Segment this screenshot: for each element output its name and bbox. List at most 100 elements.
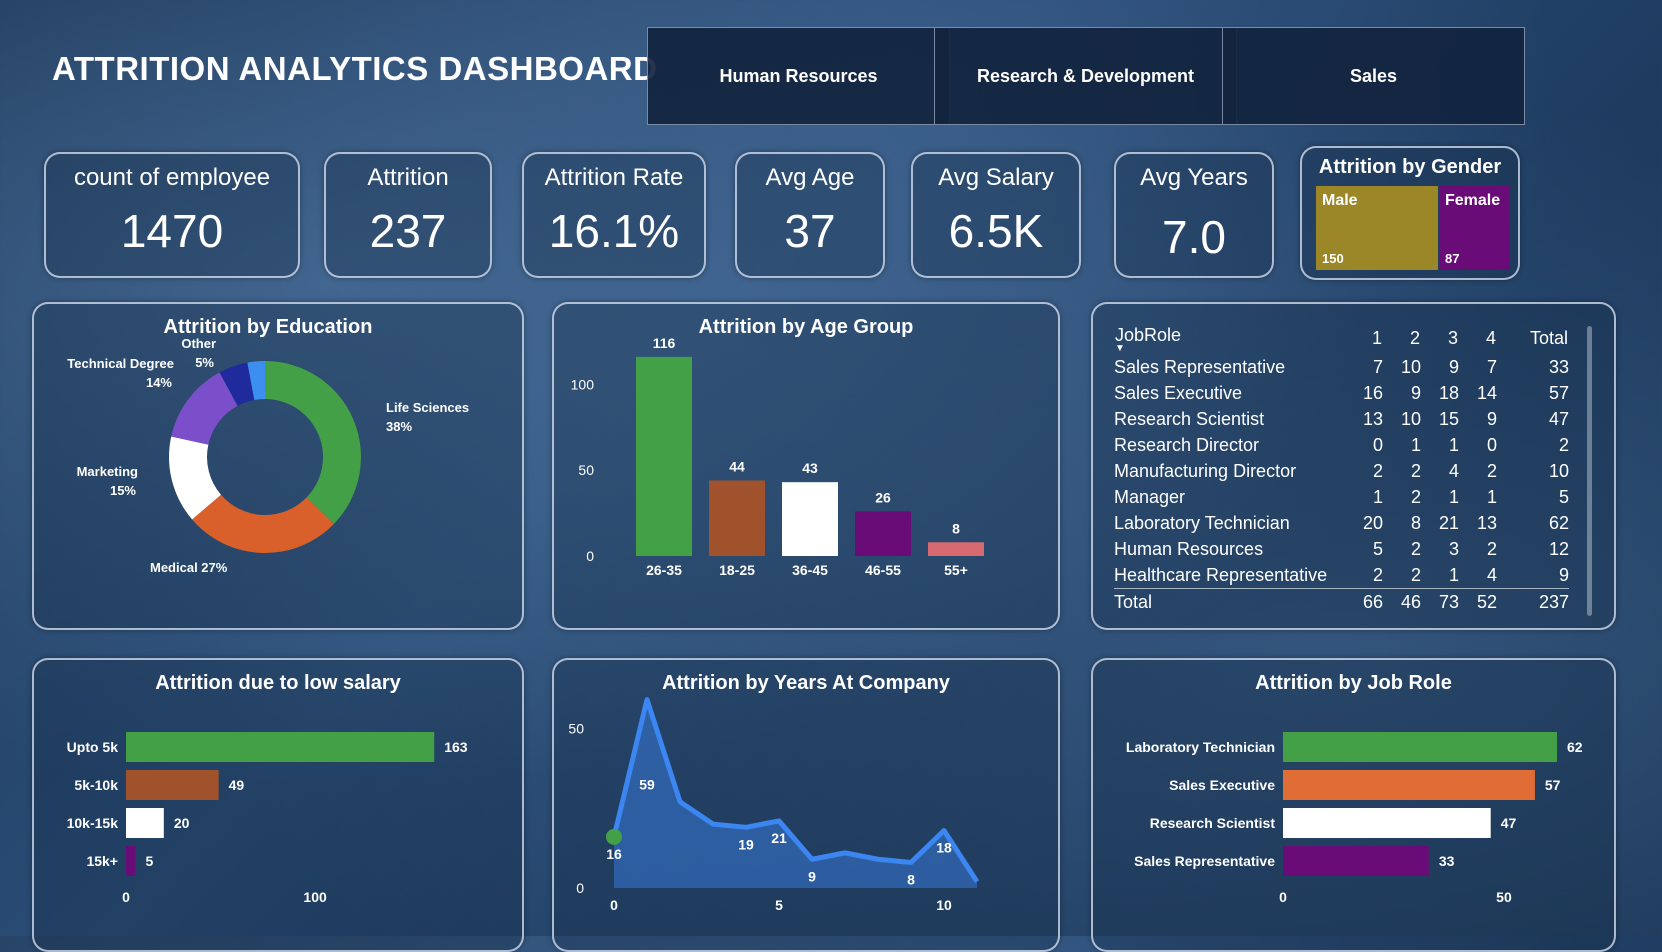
- y-tick-label: 100: [571, 376, 595, 392]
- bar-value-label: 116: [653, 335, 676, 351]
- matrix-row-label: Sales Executive: [1114, 383, 1243, 403]
- x-tick-label: 0: [610, 897, 618, 913]
- matrix-cell: 16: [1362, 383, 1383, 403]
- y-tick-label: Upto 5k: [67, 739, 119, 755]
- matrix-cell: 73: [1438, 592, 1459, 612]
- years-area-chart: 16 59 19 21 9 8 18 0 50 0 5 10: [568, 697, 980, 913]
- kpi-card-avg-years: Avg Years 7.0: [1114, 152, 1274, 278]
- point-label: 21: [771, 830, 787, 846]
- hbar: [126, 808, 164, 838]
- age-bar: [782, 482, 838, 556]
- matrix-row: Sales Representative 7 10 9 7 33: [1114, 354, 1569, 380]
- matrix-cell: 2: [1372, 461, 1383, 481]
- bar-value-label: 49: [229, 777, 245, 793]
- matrix-row: Healthcare Representative 2 2 1 4 9: [1114, 562, 1569, 589]
- matrix-cell: 10: [1548, 461, 1569, 481]
- matrix-header: Total: [1529, 327, 1568, 348]
- hbar: [126, 732, 435, 762]
- bar-value-label: 20: [174, 815, 190, 831]
- point-label: 19: [738, 836, 754, 852]
- x-tick-label: 0: [122, 889, 130, 905]
- gender-card: Attrition by Gender Male 150 Female 87: [1300, 146, 1520, 280]
- matrix-cell: 1: [1372, 487, 1383, 507]
- gender-label: Male: [1322, 192, 1358, 209]
- donut-pct: 14%: [146, 375, 172, 390]
- matrix-cell: 1: [1486, 487, 1497, 507]
- matrix-row-label: Laboratory Technician: [1114, 513, 1290, 533]
- matrix-cell: 2: [1372, 565, 1383, 585]
- donut-slice: [219, 362, 255, 406]
- matrix-cell: 5: [1558, 487, 1569, 507]
- gender-value: 87: [1445, 251, 1460, 266]
- x-tick-label: 100: [303, 889, 327, 905]
- dept-button-sales[interactable]: Sales: [1222, 27, 1525, 125]
- matrix-header-jobrole[interactable]: JobRole ▼: [1115, 324, 1182, 354]
- kpi-value: 7.0: [1162, 211, 1226, 263]
- jobrole-bar-chart: Laboratory Technician 62 Sales Executive 57…: [1126, 732, 1583, 905]
- x-tick-label: 10: [936, 897, 952, 913]
- age-bar: [636, 356, 692, 556]
- jobrole-matrix: JobRole ▼ 1 2 3 4 Total Sales Representat…: [1114, 322, 1569, 615]
- matrix-header: 3: [1447, 327, 1458, 348]
- matrix-cell: 3: [1448, 539, 1459, 559]
- kpi-card-avg-age: Avg Age 37: [735, 152, 885, 278]
- hbar: [1283, 808, 1491, 838]
- salary-title: Attrition due to low salary: [155, 672, 401, 694]
- matrix-cell: 9: [1486, 409, 1497, 429]
- bar-value-label: 44: [729, 458, 745, 474]
- matrix-cell: 5: [1372, 539, 1383, 559]
- matrix-cell: 9: [1558, 565, 1569, 585]
- age-bar-chart: 0 50 100 116 26-35 44 18-25 43 36-45 26 46-55 8 55+: [571, 335, 984, 578]
- area-fill: [614, 699, 977, 888]
- matrix-cell: 13: [1362, 409, 1383, 429]
- x-tick-label: 18-25: [719, 562, 755, 578]
- matrix-cell: 0: [1486, 435, 1497, 455]
- matrix-cell: 9: [1410, 383, 1421, 403]
- matrix-row: Laboratory Technician 20 8 21 13 62: [1114, 510, 1569, 536]
- age-bar: [709, 480, 765, 556]
- donut-pct: 5%: [195, 355, 214, 370]
- years-panel: Attrition by Years At Company 16 59 19 21 9 8…: [552, 658, 1060, 952]
- matrix-cell: 2: [1410, 487, 1421, 507]
- matrix-cell: 20: [1362, 513, 1383, 533]
- matrix-cell: 14: [1476, 383, 1497, 403]
- gender-label: Female: [1445, 192, 1501, 209]
- gender-tile-female[interactable]: Female 87: [1440, 186, 1510, 270]
- matrix-scrollbar[interactable]: [1587, 326, 1592, 616]
- matrix-row-label: Research Director: [1114, 435, 1260, 455]
- matrix-cell: 13: [1476, 513, 1497, 533]
- matrix-cell: 18: [1438, 383, 1459, 403]
- kpi-value: 6.5K: [948, 205, 1044, 257]
- bar-value-label: 62: [1567, 739, 1583, 755]
- kpi-label: Attrition: [367, 164, 449, 191]
- dept-button-rd[interactable]: Research & Development: [934, 27, 1237, 125]
- matrix-row: Sales Executive 16 9 18 14 57: [1114, 380, 1569, 406]
- kpi-label: Avg Age: [765, 164, 855, 191]
- matrix-cell: 66: [1362, 592, 1383, 612]
- kpi-card-attrition: Attrition 237: [324, 152, 492, 278]
- matrix-cell: 52: [1476, 592, 1497, 612]
- gender-tile-male[interactable]: Male 150: [1316, 186, 1438, 270]
- matrix-cell: 10: [1400, 409, 1421, 429]
- matrix-cell: 2: [1410, 461, 1421, 481]
- bar-value-label: 26: [875, 489, 891, 505]
- y-tick-label: 10k-15k: [67, 815, 119, 831]
- salary-panel: Attrition due to low salary Upto 5k 163 5k…: [32, 658, 524, 952]
- donut-label: Life Sciences: [386, 400, 469, 415]
- y-tick-label: Research Scientist: [1150, 815, 1276, 831]
- x-tick-label: 46-55: [865, 562, 901, 578]
- dept-button-hr[interactable]: Human Resources: [647, 27, 950, 125]
- matrix-cell: 237: [1538, 592, 1569, 612]
- bar-value-label: 43: [802, 460, 818, 476]
- kpi-value: 1470: [120, 205, 224, 257]
- age-bar: [855, 511, 911, 556]
- kpi-card-attrition-rate: Attrition Rate 16.1%: [522, 152, 706, 278]
- donut-label: Marketing: [77, 464, 138, 479]
- donut-slice: [247, 361, 265, 400]
- age-bar: [928, 542, 984, 556]
- matrix-cell: 12: [1548, 539, 1569, 559]
- years-title: Attrition by Years At Company: [662, 672, 950, 694]
- y-tick-label: Sales Executive: [1169, 777, 1275, 793]
- matrix-cell: 7: [1486, 357, 1497, 377]
- bar-value-label: 163: [444, 739, 468, 755]
